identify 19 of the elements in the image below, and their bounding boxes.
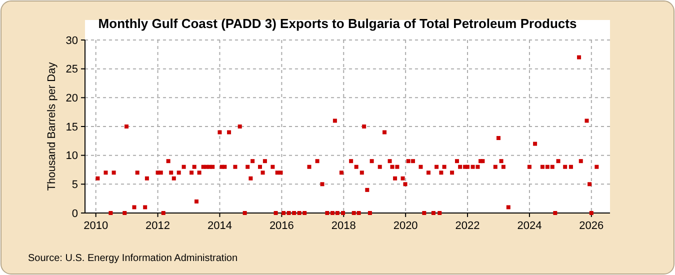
x-tick-label: 2010 [84,220,108,232]
chart-title: Monthly Gulf Coast (PADD 3) Exports to Bulgaria of Total Petroleum Products [98,16,577,31]
y-tick-label: 25 [66,64,78,76]
x-tick-label: 2020 [393,220,418,232]
y-tick-label: 0 [72,208,78,220]
x-tick-label: 2026 [579,220,604,232]
y-tick-label: 10 [66,150,78,162]
x-tick-label: 2012 [146,220,170,232]
y-tick-label: 30 [66,34,78,47]
x-tick-label: 2024 [517,220,542,232]
x-tick-label: 2016 [269,220,294,232]
x-tick-label: 2018 [331,220,356,232]
y-axis-title: Thousand Barrels per Day [46,62,58,191]
source-note: Source: U.S. Energy Information Administration [28,253,238,264]
x-tick-label: 2014 [207,220,232,232]
y-tick-label: 5 [72,179,78,192]
y-tick-label: 15 [66,121,78,134]
y-tick-label: 20 [66,92,78,105]
x-tick-label: 2022 [455,220,480,232]
